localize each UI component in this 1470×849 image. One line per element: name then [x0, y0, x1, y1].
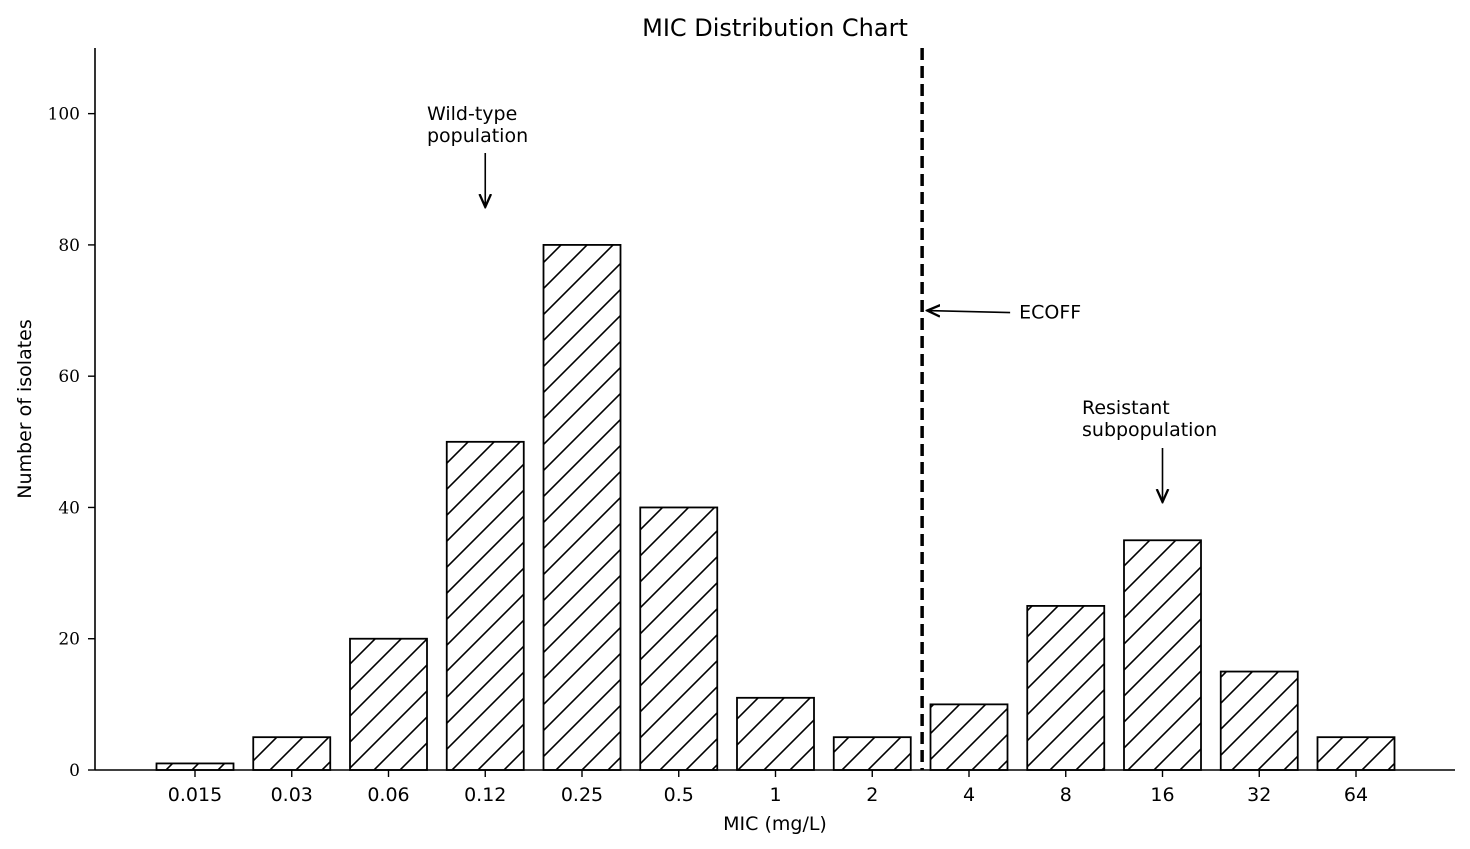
annotation-text-line: Resistant — [1082, 397, 1170, 419]
bar-0.12 — [445, 440, 525, 771]
bar-4 — [929, 703, 1009, 771]
bar-0.03 — [252, 736, 332, 771]
x-tick-label: 0.03 — [271, 784, 313, 806]
ecoff-arrow — [927, 311, 1011, 313]
bars-group — [155, 244, 1396, 771]
x-tick-label: 0.5 — [664, 784, 694, 806]
x-tick-label: 0.06 — [367, 784, 409, 806]
x-tick-label: 32 — [1247, 784, 1271, 806]
x-tick-label: 1 — [769, 784, 781, 806]
x-tick-label: 16 — [1150, 784, 1174, 806]
annotation-text-line: Wild-type — [427, 103, 517, 125]
x-tick-label: 0.12 — [464, 784, 506, 806]
y-axis-label: Number of isolates — [14, 319, 36, 498]
bar-0.25 — [542, 244, 622, 771]
ecoff-label: ECOFF — [1019, 302, 1081, 324]
y-tick-label: 0 — [69, 761, 80, 781]
x-tick-label: 2 — [866, 784, 878, 806]
bar-16 — [1123, 539, 1202, 771]
bar-8 — [1026, 605, 1106, 771]
bar-0.5 — [639, 506, 719, 771]
x-ticks-group: 0.015 0.03 0.06 0.12 0.25 0.5 1 2 4 8 16 32 64 — [168, 770, 1368, 806]
x-tick-label: 0.25 — [561, 784, 603, 806]
bar-0.015 — [155, 762, 235, 771]
y-tick-label: 20 — [58, 630, 80, 650]
y-tick-label: 60 — [58, 367, 80, 387]
y-ticks-group: 0 20 40 60 80 100 — [48, 105, 95, 781]
x-tick-label: 64 — [1344, 784, 1368, 806]
annotation-text-line: subpopulation — [1082, 419, 1217, 441]
annotation-text-line: population — [427, 125, 528, 147]
bar-32 — [1219, 670, 1299, 771]
chart-title: MIC Distribution Chart — [642, 14, 908, 42]
x-tick-label: 4 — [963, 784, 975, 806]
x-tick-label: 0.015 — [168, 784, 222, 806]
x-tick-label: 8 — [1060, 784, 1072, 806]
bar-2 — [832, 736, 912, 771]
y-tick-label: 80 — [58, 236, 80, 256]
y-tick-label: 100 — [48, 105, 80, 125]
y-tick-label: 40 — [58, 498, 80, 518]
bar-0.06 — [349, 637, 428, 771]
x-axis-label: MIC (mg/L) — [723, 813, 827, 835]
bar-1 — [736, 696, 815, 771]
bar-64 — [1316, 736, 1396, 771]
